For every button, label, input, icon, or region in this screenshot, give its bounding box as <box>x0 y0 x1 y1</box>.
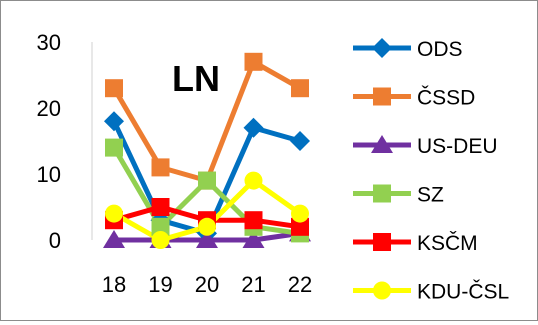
line-chart: 0 10 20 30 18 19 20 21 22 LN ODS ČSSD US-DEU SZ KSČ… <box>37 30 510 304</box>
x-tick-label: 18 <box>102 272 126 297</box>
legend-marker <box>373 87 391 106</box>
legend-label: KDU-ČSL <box>417 281 509 304</box>
x-tick-label: 20 <box>195 272 219 297</box>
legend-item-kdu-sl: KDU-ČSL <box>353 281 509 304</box>
data-point-kdu-sl <box>151 231 170 249</box>
legend-item-us-deu: US-DEU <box>353 135 498 158</box>
legend-label: US-DEU <box>417 135 498 158</box>
data-point-ods <box>290 131 310 151</box>
legend-item-ods: ODS <box>353 38 463 61</box>
data-point-ods <box>104 111 124 132</box>
x-tick-labels: 18 19 20 21 22 <box>102 272 312 297</box>
legend-marker <box>373 184 391 203</box>
series-markers <box>103 52 311 249</box>
legend-item-sz: SZ <box>353 184 444 207</box>
data-point-us-deu <box>196 230 218 248</box>
data-point--ssd <box>105 79 123 98</box>
y-tick-label: 20 <box>37 96 61 121</box>
data-point-ods <box>243 117 264 138</box>
data-point-kdu-sl <box>244 171 263 190</box>
x-tick-label: 21 <box>241 272 265 297</box>
legend: ODS ČSSD US-DEU SZ KSČM KDU-ČSL <box>353 38 509 304</box>
y-tick-labels: 0 10 20 30 <box>37 30 61 253</box>
data-point-us-deu <box>242 230 265 248</box>
data-point-ks-m <box>291 217 309 236</box>
data-point-kdu-sl <box>105 204 123 223</box>
x-tick-label: 19 <box>148 272 172 297</box>
y-tick-label: 10 <box>37 162 61 187</box>
data-point-sz <box>105 138 123 157</box>
data-point-sz <box>198 171 216 190</box>
data-point--ssd <box>291 79 309 98</box>
chart-title: LN <box>172 58 220 99</box>
data-point--ssd <box>151 158 170 177</box>
legend-label: KSČM <box>417 232 478 255</box>
y-tick-label: 0 <box>49 228 61 253</box>
data-point-ks-m <box>151 198 170 216</box>
data-point-kdu-sl <box>198 217 216 236</box>
legend-marker <box>373 281 391 300</box>
x-tick-label: 22 <box>288 272 312 297</box>
data-point-us-deu <box>103 230 125 248</box>
data-point-sz <box>151 217 170 236</box>
legend-item-ks-m: KSČM <box>353 232 478 255</box>
data-point--ssd <box>244 52 263 71</box>
legend-label: ODS <box>417 38 463 61</box>
legend-marker <box>372 38 392 58</box>
data-point-ks-m <box>244 211 263 230</box>
data-point-kdu-sl <box>291 204 309 223</box>
legend-item--ssd: ČSSD <box>353 87 475 110</box>
legend-marker <box>371 135 393 153</box>
legend-label: SZ <box>417 184 444 207</box>
legend-marker <box>373 233 391 251</box>
y-tick-label: 30 <box>37 30 61 55</box>
legend-label: ČSSD <box>417 87 475 110</box>
